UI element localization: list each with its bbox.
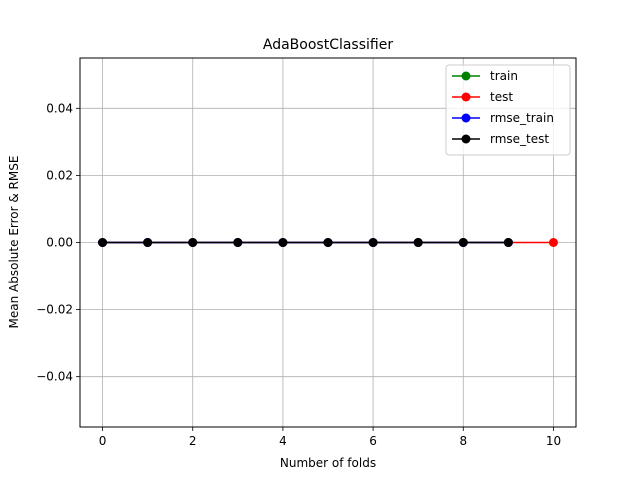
data-point-rmse-test	[98, 238, 108, 247]
x-tick-label: 0	[99, 434, 107, 448]
x-axis-label: Number of folds	[280, 456, 376, 470]
legend-box	[445, 64, 571, 156]
data-point-rmse-test	[368, 238, 378, 247]
y-tick-label: 0.00	[46, 236, 73, 250]
x-tick-label: 8	[459, 434, 467, 448]
data-point-rmse-test	[143, 238, 153, 247]
data-point-rmse-test	[458, 238, 468, 247]
y-tick-label: 0.04	[46, 101, 73, 115]
legend-label-rmse-train: rmse_train	[490, 111, 554, 125]
x-tick-label: 10	[546, 434, 561, 448]
legend-swatch-marker-test	[461, 92, 471, 102]
legend-label-train: train	[490, 69, 518, 83]
x-tick-label: 4	[279, 434, 287, 448]
y-axis-label: Mean Absolute Error & RMSE	[7, 156, 21, 329]
data-point-rmse-test	[188, 238, 198, 247]
y-tick-label: −0.04	[36, 370, 73, 384]
legend-swatch-marker-train	[461, 71, 471, 81]
data-point-rmse-test	[233, 238, 243, 247]
legend-swatch-marker-rmse-train	[461, 113, 471, 123]
legend-label-rmse-test: rmse_test	[490, 132, 549, 146]
legend-swatch-marker-rmse-test	[461, 134, 471, 144]
legend-label-test: test	[490, 90, 513, 104]
ticks: 0 2 4 6 8 10 −0.04 −0.02 0.00 0.02 0.04	[36, 101, 561, 448]
y-tick-label: −0.02	[36, 303, 73, 317]
legend: train test rmse_train rmse_test	[445, 64, 571, 156]
data-point-rmse-test	[503, 238, 513, 247]
x-tick-label: 2	[189, 434, 197, 448]
data-point-rmse-test	[278, 238, 288, 247]
x-tick-label: 6	[369, 434, 377, 448]
chart-title: AdaBoostClassifier	[263, 37, 393, 53]
data-point-test	[548, 238, 558, 247]
y-tick-label: 0.02	[46, 168, 73, 182]
data-point-rmse-test	[323, 238, 333, 247]
data-point-rmse-test	[413, 238, 423, 247]
series-layer	[98, 238, 558, 247]
